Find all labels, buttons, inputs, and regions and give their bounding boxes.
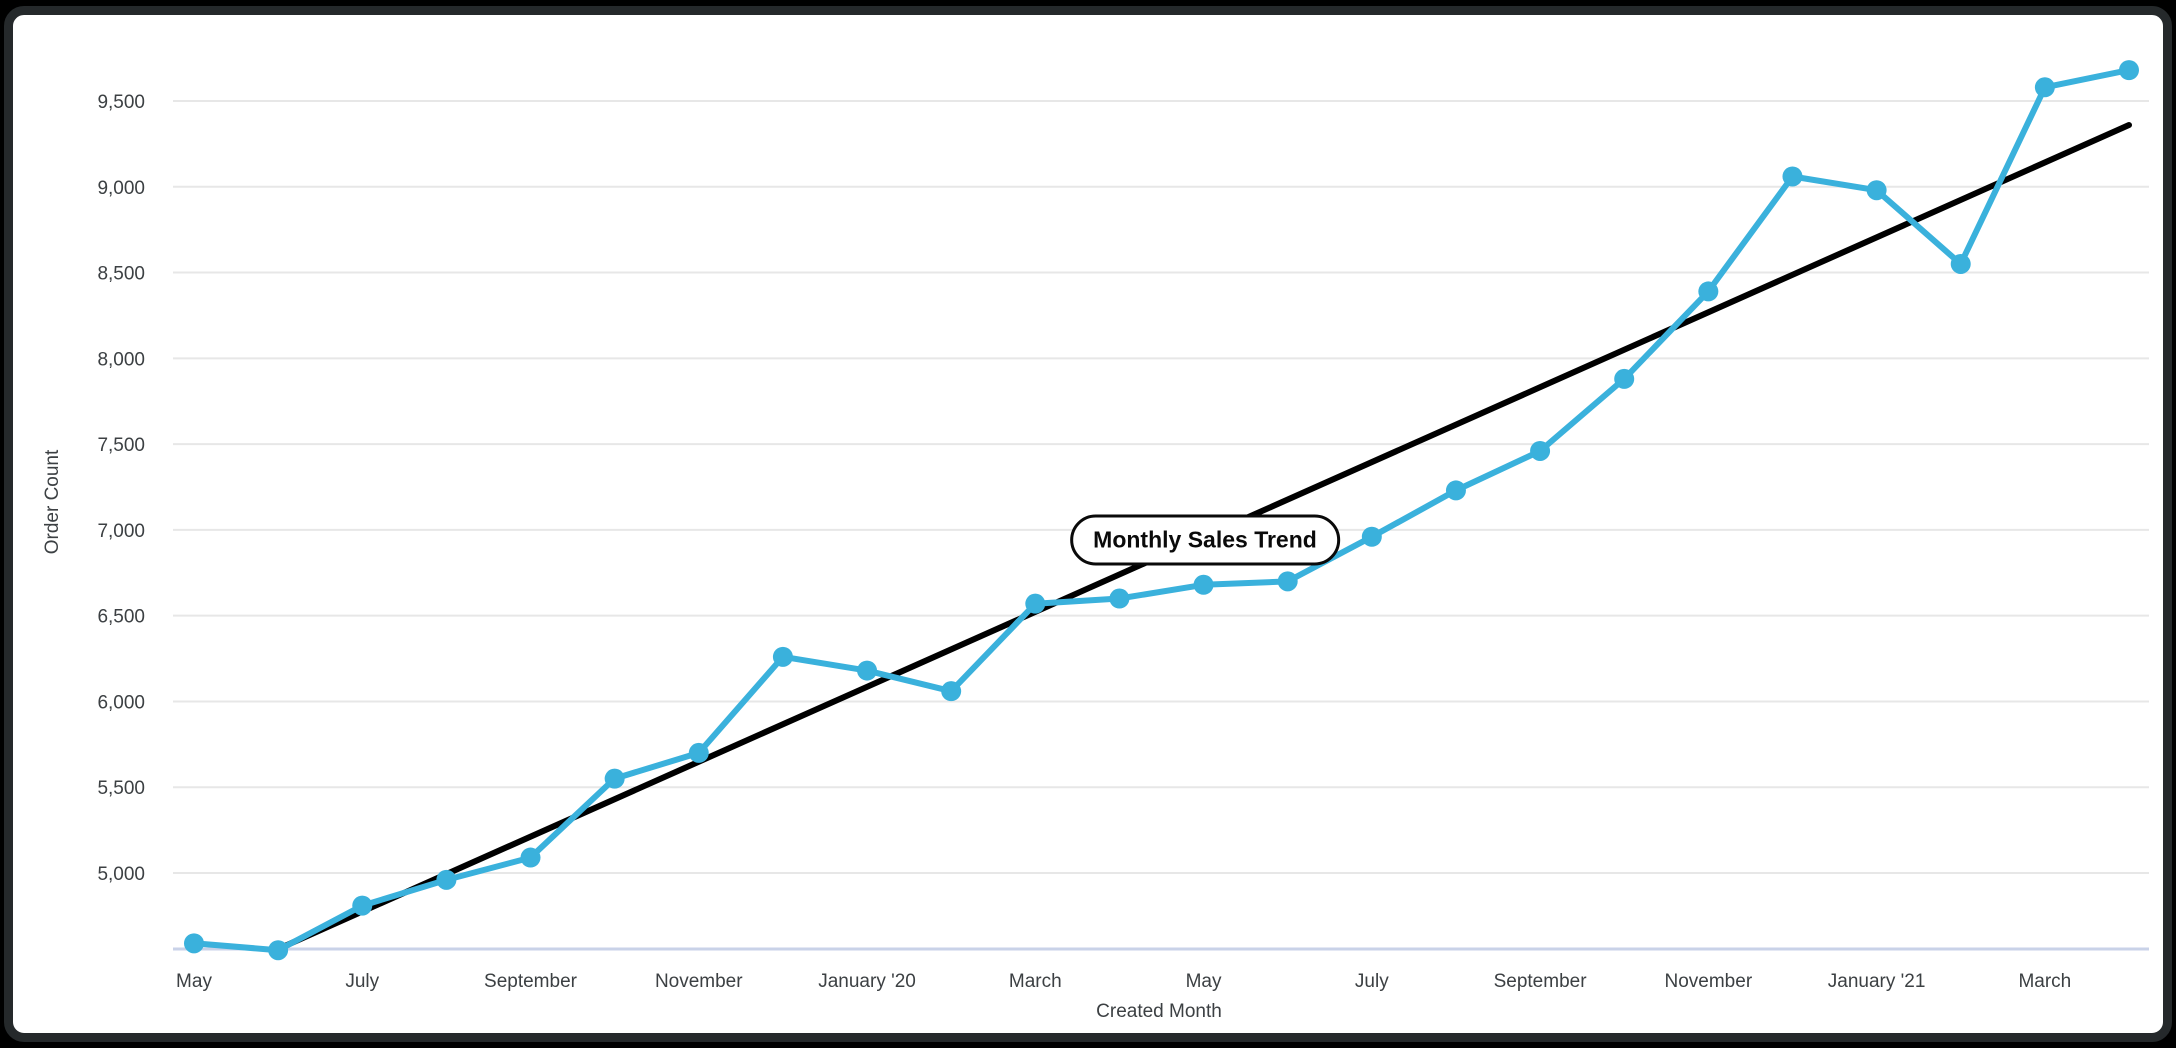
data-point-marker[interactable]: [1193, 574, 1214, 595]
y-tick-label: 5,500: [97, 778, 145, 799]
y-tick-label: 8,500: [97, 264, 145, 285]
chart-panel: 5,000 5,500 6,000 6,500 7,000 7,500 8,000 8,500…: [4, 6, 2172, 1042]
x-tick-label: March: [1009, 971, 1062, 992]
data-point-marker[interactable]: [1277, 571, 1298, 592]
data-point-marker[interactable]: [1109, 588, 1130, 609]
data-point-marker[interactable]: [2118, 60, 2139, 81]
series-line: [191, 67, 2132, 954]
y-tick-label: 8,000: [97, 349, 145, 370]
data-point-marker[interactable]: [604, 768, 625, 789]
data-point-marker[interactable]: [2034, 77, 2055, 98]
data-point-marker[interactable]: [1361, 526, 1382, 547]
y-tick-label: 7,500: [97, 435, 145, 456]
data-point-marker[interactable]: [1530, 440, 1551, 461]
x-tick-label: March: [2018, 971, 2071, 992]
y-tick-label: 6,000: [97, 692, 145, 713]
x-tick-label: November: [655, 971, 743, 992]
data-point-marker[interactable]: [1866, 180, 1887, 201]
x-tick-label: May: [176, 971, 212, 992]
data-point-marker[interactable]: [1025, 593, 1046, 614]
data-point-marker[interactable]: [772, 646, 793, 667]
data-point-marker[interactable]: [1782, 166, 1803, 187]
y-tick-label: 6,500: [97, 607, 145, 628]
x-axis-title: Created Month: [1096, 1001, 1222, 1022]
data-point-marker[interactable]: [268, 940, 289, 961]
x-tick-label: November: [1665, 971, 1753, 992]
data-point-marker[interactable]: [688, 742, 709, 763]
x-tick-label: May: [1186, 971, 1222, 992]
data-point-marker[interactable]: [352, 895, 373, 916]
x-tick-label: July: [345, 971, 379, 992]
data-point-marker[interactable]: [184, 933, 204, 954]
data-point-marker[interactable]: [941, 681, 962, 702]
data-point-marker[interactable]: [1614, 368, 1635, 389]
data-point-marker[interactable]: [1698, 281, 1719, 302]
data-point-marker[interactable]: [857, 660, 878, 681]
x-tick-label: September: [1494, 971, 1588, 992]
y-tick-label: 7,000: [97, 521, 145, 542]
trend-annotation-pill: Monthly Sales Trend: [1070, 514, 1340, 566]
y-tick-label: 9,500: [97, 92, 145, 113]
y-tick-label: 9,000: [97, 178, 145, 199]
y-axis-title: Order Count: [42, 449, 63, 555]
x-tick-label: January '20: [818, 971, 916, 992]
data-point-marker[interactable]: [1445, 480, 1466, 501]
data-point-marker[interactable]: [520, 847, 541, 868]
data-point-marker[interactable]: [436, 869, 457, 890]
x-tick-label: January '21: [1828, 971, 1926, 992]
y-tick-label: 5,000: [97, 864, 145, 885]
x-tick-label: September: [484, 971, 578, 992]
data-point-marker[interactable]: [1950, 253, 1971, 274]
x-tick-label: July: [1355, 971, 1389, 992]
